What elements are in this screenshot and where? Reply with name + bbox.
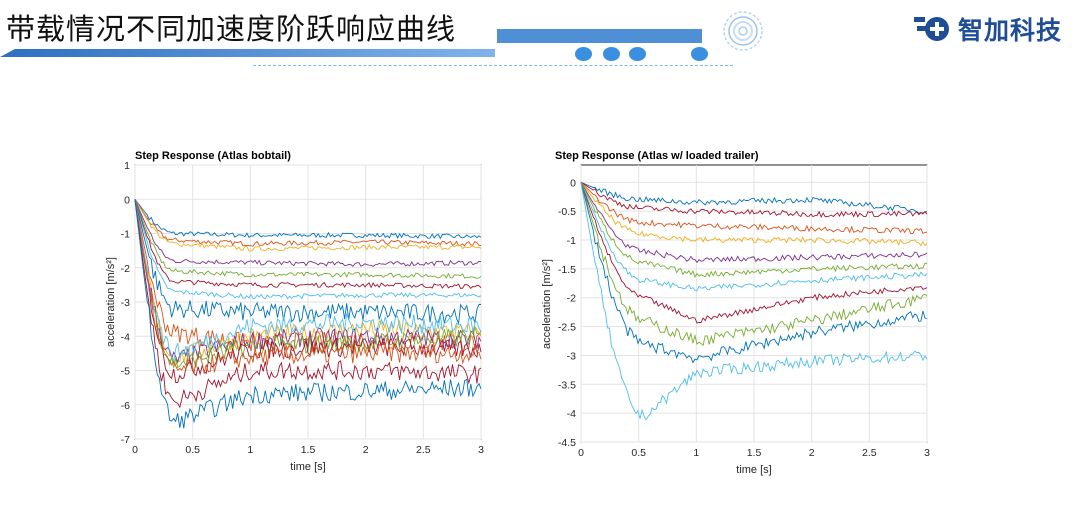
series-line (580, 182, 928, 324)
x-tick-label: 0 (132, 444, 138, 456)
series-line (580, 182, 928, 347)
y-tick-label: -1 (121, 229, 130, 241)
x-axis-label: time [s] (290, 461, 325, 473)
y-tick-label: -2 (567, 293, 576, 305)
y-tick-label: -7 (121, 434, 130, 446)
chart-title: Step Response (Atlas bobtail) (135, 150, 291, 162)
y-tick-label: -0.5 (558, 206, 576, 218)
y-axis-label: acceleration [m/s²] (541, 259, 553, 349)
series-line (134, 199, 482, 267)
series-line (580, 182, 928, 364)
chart-svg: 0 0.5 1 1.5 2 2.5 3 1 0 -1 -2 -3 -4 -5 -6 -7 Step Resp… (105, 150, 484, 473)
series-line (580, 182, 928, 292)
series-line (134, 199, 482, 364)
x-axis-label: time [s] (736, 464, 771, 476)
x-tick-label: 0 (578, 447, 584, 459)
header-accent-bar (0, 49, 495, 57)
series-line (580, 181, 928, 214)
y-tick-label: 1 (124, 160, 130, 172)
y-tick-label: 0 (124, 194, 130, 206)
y-axis-label: acceleration [m/s²] (105, 257, 117, 347)
series-line (134, 199, 482, 374)
plus-circle-icon (914, 17, 949, 41)
x-tick-label: 0.5 (185, 444, 200, 456)
series-line (134, 199, 482, 290)
chart-svg: 0 0.5 1 1.5 2 2.5 3 0 -0.5 -1 -1.5 -2 -2.5 -3 -3.5 -4 -… (541, 150, 930, 476)
series-line (134, 199, 482, 383)
y-tick-label: -3 (121, 297, 130, 309)
y-tick-label: -3.5 (558, 379, 576, 391)
series-line (580, 181, 928, 235)
y-tick-label: -2.5 (558, 322, 576, 334)
chart-atlas-loaded-trailer: 0 0.5 1 1.5 2 2.5 3 0 -0.5 -1 -1.5 -2 -2.5 -3 -3.5 -4 -… (530, 140, 970, 480)
series-line (580, 182, 928, 279)
x-tick-label: 0.5 (631, 447, 646, 459)
x-tick-label: 1 (247, 444, 253, 456)
x-tick-label: 2 (363, 444, 369, 456)
header-dashed-line (253, 65, 733, 66)
brand-name: 智加科技 (958, 16, 1063, 45)
series-line (134, 199, 482, 240)
series-line (580, 182, 928, 264)
series-line (134, 199, 482, 279)
header-dot (575, 47, 592, 61)
x-tick-label: 1 (693, 447, 699, 459)
y-tick-label: -1.5 (558, 264, 576, 276)
series-line (134, 199, 482, 325)
x-tick-label: 2.5 (862, 447, 877, 459)
series-line (134, 199, 482, 247)
y-tick-label: -4 (121, 331, 130, 343)
y-tick-label: -4.5 (558, 437, 576, 449)
header-accent-block (497, 29, 702, 43)
chart-atlas-bobtail: 0 0.5 1 1.5 2 2.5 3 1 0 -1 -2 -3 -4 -5 -6 -7 Step Resp… (90, 140, 530, 480)
series-line (134, 199, 482, 252)
y-tick-label: -4 (567, 408, 576, 420)
series-line (134, 199, 482, 366)
x-tick-label: 3 (478, 444, 484, 456)
y-tick-label: -6 (121, 400, 130, 412)
header-dot (603, 47, 620, 61)
y-tick-label: 0 (570, 177, 576, 189)
y-tick-label: -2 (121, 263, 130, 275)
x-tick-label: 1.5 (301, 444, 316, 456)
target-rings-icon (723, 11, 763, 51)
x-tick-label: 1.5 (747, 447, 762, 459)
series-line (134, 199, 482, 429)
header-dot (691, 47, 708, 61)
y-tick-label: -3 (567, 350, 576, 362)
y-tick-label: -1 (567, 235, 576, 247)
series-line (580, 182, 928, 247)
series-line (134, 199, 482, 409)
header-dot (629, 47, 646, 61)
x-tick-label: 2 (809, 447, 815, 459)
chart-title: Step Response (Atlas w/ loaded trailer) (555, 150, 759, 162)
x-tick-label: 2.5 (416, 444, 431, 456)
series-line (580, 181, 928, 218)
series-line (134, 199, 482, 369)
series-line (580, 182, 928, 421)
page-title: 带载情况不同加速度阶跃响应曲线 (6, 12, 457, 46)
series-line (134, 199, 482, 300)
y-tick-label: -5 (121, 366, 130, 378)
x-tick-label: 3 (924, 447, 930, 459)
brand-logo: 智加科技 (912, 12, 1062, 46)
